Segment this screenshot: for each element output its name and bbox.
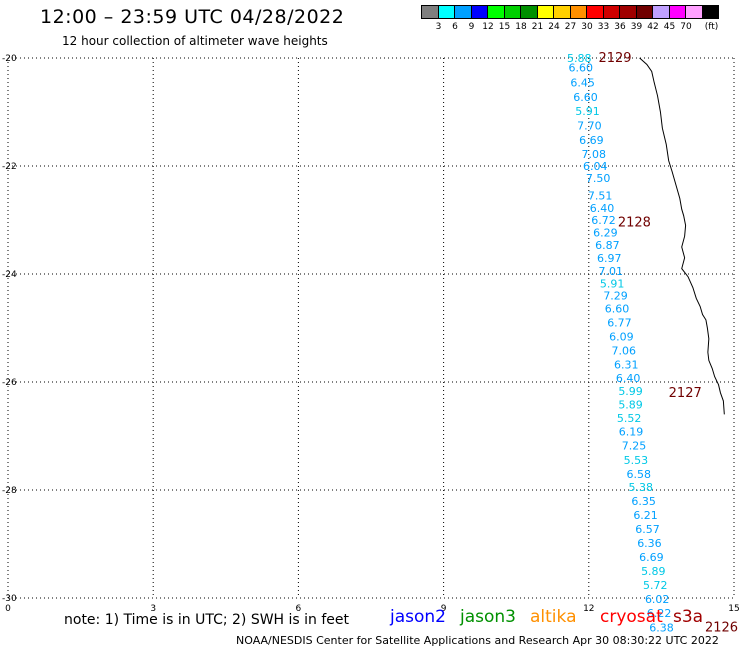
scale-label: 3	[435, 22, 442, 32]
y-tick-label: -26	[2, 378, 17, 388]
wave-height-label: 6.69	[579, 134, 604, 147]
satellite-altika: altika	[530, 607, 577, 627]
scale-label: 24	[548, 22, 560, 32]
y-tick-label: -24	[2, 270, 17, 280]
wave-height-label: 5.38	[628, 481, 653, 494]
satellite-cryosat: cryosat	[600, 607, 663, 627]
pass-time-label: 2128	[618, 216, 651, 231]
scale-label: 45	[663, 22, 676, 32]
x-tick-label: 3	[150, 604, 156, 614]
x-tick-label: 0	[5, 604, 11, 614]
wave-height-label: 6.22	[647, 607, 672, 620]
wave-height-label: 5.72	[643, 579, 668, 592]
wave-height-label: 6.40	[616, 372, 641, 385]
x-tick-label: 15	[728, 604, 739, 614]
wave-height-label: 6.57	[635, 523, 660, 536]
y-tick-label: -20	[2, 54, 17, 64]
scale-label: 27	[564, 22, 577, 32]
coastline	[639, 57, 725, 415]
wave-height-label: 6.72	[591, 214, 616, 227]
pass-time-label: 2129	[598, 51, 631, 66]
wave-height-label: 6.35	[631, 495, 656, 508]
wave-height-label: 6.21	[633, 509, 658, 522]
footer-credit: NOAA/NESDIS Center for Satellite Applica…	[236, 634, 719, 647]
wave-height-label: 7.25	[622, 440, 647, 453]
page-title: 12:00 – 23:59 UTC 04/28/2022	[40, 6, 345, 28]
scale-label: 18	[515, 22, 527, 32]
wave-height-label: 6.31	[614, 359, 639, 372]
scale-swatch	[701, 5, 719, 19]
satellite-jason3: jason3	[460, 607, 516, 627]
wave-height-label: 6.69	[639, 551, 664, 564]
wave-height-label: 6.09	[609, 331, 634, 344]
y-tick-label: -22	[2, 162, 17, 172]
wave-height-label: 6.60	[605, 303, 630, 316]
scale-label: 33	[597, 22, 610, 32]
wave-height-label: 5.99	[618, 385, 643, 398]
satellite-s3a: s3a	[673, 607, 704, 627]
wave-height-label: 7.51	[588, 190, 613, 203]
x-tick-label: 12	[583, 604, 594, 614]
wave-height-label: 6.60	[568, 62, 593, 75]
wave-height-label: 5.91	[600, 278, 625, 291]
wave-height-label: 5.53	[624, 454, 649, 467]
wave-height-label: 6.02	[645, 593, 670, 606]
y-tick-label: -28	[2, 486, 17, 496]
wave-height-label: 6.40	[590, 202, 615, 215]
scale-label: 21	[531, 22, 544, 32]
wave-height-label: 6.38	[649, 622, 674, 635]
scale-label: 30	[581, 22, 593, 32]
scale-label: 15	[498, 22, 511, 32]
color-scale	[421, 5, 719, 19]
wave-height-label: 6.29	[593, 226, 618, 239]
wave-height-label: 7.08	[582, 148, 607, 161]
pass-time-label: 2127	[669, 386, 702, 401]
wave-height-label: 6.45	[570, 76, 595, 89]
scale-label: 9	[468, 22, 475, 32]
scale-label: 12	[482, 22, 494, 32]
wave-height-label: 6.87	[595, 239, 620, 252]
units-note: note: 1) Time is in UTC; 2) SWH is in fe…	[64, 612, 350, 628]
scale-label: 42	[647, 22, 659, 32]
wave-height-label: 6.58	[627, 468, 652, 481]
scale-label: 70	[680, 22, 692, 32]
y-tick-label: -30	[2, 594, 17, 604]
wave-height-label: 5.52	[617, 412, 642, 425]
wave-height-label: 6.97	[597, 252, 622, 265]
wave-height-label: 5.89	[641, 565, 666, 578]
wave-height-label: 7.70	[577, 120, 602, 133]
scale-label: 36	[614, 22, 626, 32]
wave-height-label: 6.36	[637, 537, 662, 550]
x-tick-label: 9	[441, 604, 447, 614]
wave-height-label: 6.60	[573, 91, 598, 104]
x-tick-label: 6	[296, 604, 302, 614]
wave-height-label: 5.89	[618, 399, 643, 412]
scale-label: 6	[452, 22, 458, 32]
wave-height-label: 6.19	[619, 426, 644, 439]
wave-height-label: 5.88	[567, 52, 592, 65]
wave-height-label: 7.29	[603, 290, 628, 303]
satellite-jason2: jason2	[390, 607, 446, 627]
wave-height-label: 6.77	[607, 317, 632, 330]
scale-label: 39	[630, 22, 643, 32]
wave-height-label: 5.91	[575, 105, 600, 118]
pass-time-label: 2126	[705, 621, 738, 636]
wave-height-label: 7.50	[586, 172, 611, 185]
wave-height-label: 7.06	[612, 345, 637, 358]
wave-height-label: 7.01	[598, 265, 623, 278]
page-subtitle: 12 hour collection of altimeter wave hei…	[62, 34, 328, 48]
scale-unit: (ft)	[704, 22, 719, 32]
wave-height-label: 6.04	[583, 160, 608, 173]
